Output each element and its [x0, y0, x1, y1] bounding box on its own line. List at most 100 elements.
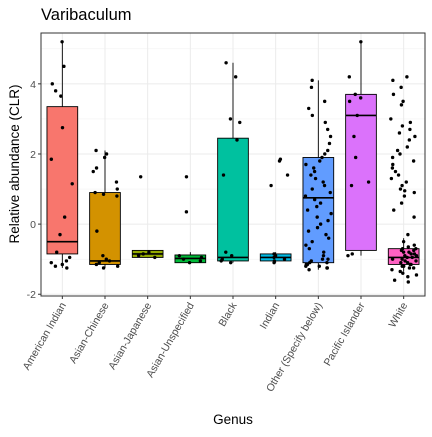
- point-white: [400, 264, 404, 268]
- point-white: [408, 120, 413, 125]
- box-american-indian: [46, 106, 79, 255]
- point-other-specify-below: [317, 264, 322, 268]
- point-other-specify-below: [329, 211, 333, 216]
- point-asian-chinese: [102, 155, 107, 160]
- point-other-specify-below: [321, 253, 326, 258]
- point-white: [407, 266, 412, 270]
- point-asian-chinese: [101, 253, 105, 258]
- point-american-indian: [62, 64, 66, 69]
- point-other-specify-below: [304, 264, 308, 268]
- points-layer: [49, 40, 419, 284]
- point-other-specify-below: [304, 162, 308, 167]
- point-asian-japanese: [153, 255, 157, 260]
- point-indian: [282, 257, 287, 261]
- point-white: [396, 173, 401, 177]
- point-asian-japanese: [136, 253, 141, 258]
- point-white: [389, 117, 393, 121]
- point-other-specify-below: [307, 106, 311, 111]
- point-white: [413, 134, 417, 139]
- point-white: [405, 75, 409, 79]
- point-other-specify-below: [318, 201, 323, 205]
- point-other-specify-below: [325, 127, 330, 132]
- point-american-indian: [60, 262, 64, 267]
- point-other-specify-below: [310, 239, 314, 244]
- point-asian-chinese: [114, 180, 119, 184]
- x-axis-ticks: American IndianAsian-ChineseAsian-Japane…: [21, 296, 410, 394]
- point-other-specify-below: [315, 215, 319, 219]
- point-other-specify-below: [313, 176, 318, 181]
- point-white: [406, 245, 411, 249]
- point-american-indian: [49, 157, 54, 161]
- point-other-specify-below: [306, 229, 311, 233]
- point-white: [390, 166, 395, 170]
- point-pacific-islander: [349, 183, 354, 188]
- point-pacific-islander: [359, 40, 363, 44]
- point-other-specify-below: [325, 260, 329, 265]
- point-american-indian: [70, 182, 74, 186]
- point-black: [224, 250, 228, 254]
- point-pacific-islander: [352, 134, 356, 139]
- point-white: [398, 269, 402, 274]
- point-asian-chinese: [94, 148, 98, 153]
- point-other-specify-below: [327, 141, 332, 146]
- point-white: [398, 187, 403, 191]
- point-other-specify-below: [304, 243, 308, 247]
- point-asian-chinese: [115, 264, 120, 268]
- point-other-specify-below: [312, 197, 317, 202]
- point-black: [238, 120, 242, 125]
- point-white: [401, 250, 406, 254]
- point-asian-unspecified: [187, 260, 192, 265]
- point-asian-unspecified: [199, 255, 204, 260]
- point-white: [390, 268, 394, 272]
- point-white: [400, 183, 404, 188]
- point-white: [399, 201, 404, 205]
- point-american-indian: [64, 259, 69, 263]
- point-black: [230, 253, 234, 258]
- point-pacific-islander: [353, 92, 357, 97]
- y-tick-label: -2: [27, 289, 36, 301]
- point-indian: [277, 159, 282, 163]
- point-american-indian: [62, 215, 67, 219]
- x-tick-label-asian-unspecified: Asian-Unspecified: [144, 300, 197, 379]
- point-white: [414, 253, 419, 258]
- point-white: [400, 124, 405, 128]
- point-white: [405, 255, 409, 260]
- point-white: [409, 262, 413, 267]
- y-tick-label: 2: [30, 149, 36, 161]
- point-other-specify-below: [315, 225, 320, 230]
- point-other-specify-below: [305, 208, 310, 212]
- point-other-specify-below: [328, 190, 332, 195]
- point-white: [401, 239, 406, 244]
- point-other-specify-below: [309, 173, 313, 177]
- x-tick-label-white: White: [386, 300, 410, 329]
- point-pacific-islander: [347, 99, 352, 104]
- point-white: [393, 169, 398, 174]
- point-other-specify-below: [322, 183, 327, 188]
- point-white: [401, 99, 405, 104]
- point-asian-unspecified: [181, 257, 186, 261]
- point-american-indian: [58, 232, 62, 237]
- point-other-specify-below: [323, 152, 327, 156]
- point-other-specify-below: [307, 268, 311, 272]
- point-american-indian: [67, 255, 72, 260]
- point-black: [224, 61, 228, 65]
- point-asian-japanese: [138, 175, 143, 179]
- point-white: [399, 85, 403, 90]
- point-other-specify-below: [323, 120, 327, 125]
- point-asian-chinese: [115, 187, 119, 191]
- point-asian-japanese: [141, 252, 145, 256]
- point-white: [390, 155, 395, 160]
- point-other-specify-below: [318, 159, 322, 163]
- point-asian-chinese: [95, 229, 99, 233]
- point-white: [412, 190, 416, 195]
- y-tick-label: 4: [30, 79, 36, 91]
- point-white: [406, 275, 410, 279]
- point-white: [402, 194, 407, 198]
- x-tick-label-asian-japanese: Asian-Japanese: [106, 300, 154, 371]
- point-pacific-islander: [353, 155, 358, 160]
- point-indian: [269, 183, 273, 188]
- x-tick-label-american-indian: American Indian: [21, 300, 69, 372]
- point-american-indian: [53, 89, 58, 93]
